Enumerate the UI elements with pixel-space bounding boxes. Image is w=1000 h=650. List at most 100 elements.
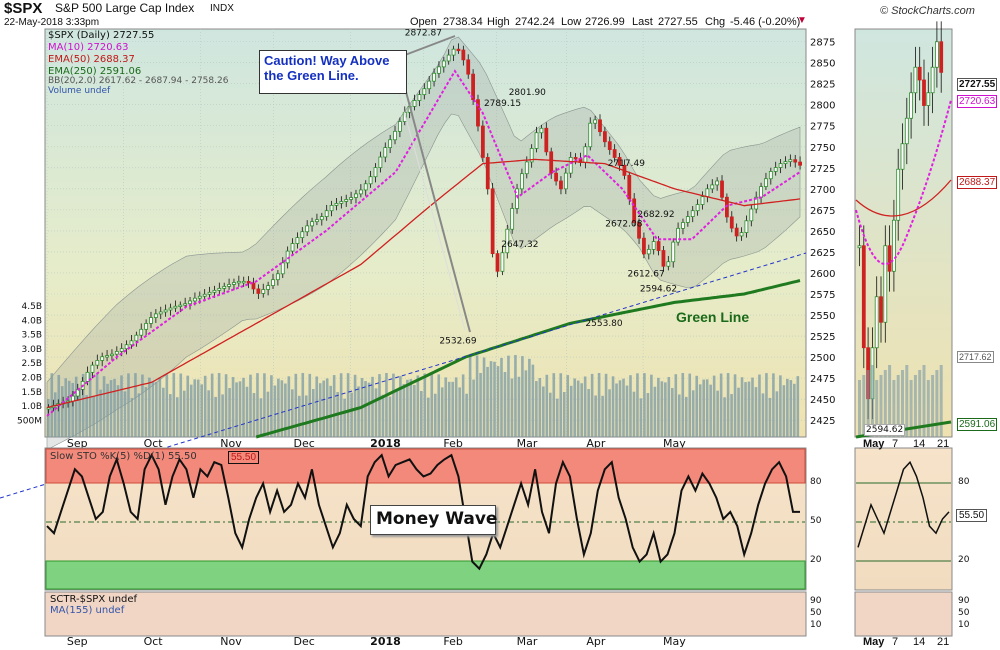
candle-body [139, 328, 144, 336]
side-candle-body [913, 66, 918, 94]
volume-bar [308, 373, 312, 437]
candle-body [456, 48, 461, 52]
volume-bar [217, 373, 221, 437]
y-tick-label: 2575 [810, 290, 835, 301]
candle-body [607, 141, 612, 150]
volume-bar [426, 397, 430, 437]
volume-bar [451, 381, 454, 437]
price-axis: 2425 2450 2475 2500 2525 2550 2575 2600 2625 2650… [810, 38, 835, 428]
candle-body [705, 188, 710, 198]
volume-bar [263, 373, 266, 437]
x-tick-label: Mar [517, 437, 538, 450]
caution-line-2: the Green Line. [264, 68, 359, 83]
y-tick-label: 2500 [810, 353, 835, 364]
volume-tick-label: 1.0B [22, 402, 43, 412]
candle-body [759, 186, 763, 198]
price-label: 2872.87 [405, 28, 442, 38]
candle-body [588, 122, 593, 148]
candle-body [193, 297, 197, 302]
volume-bar [779, 375, 782, 437]
volume-bar [322, 380, 326, 437]
y-tick-label: 2825 [810, 80, 835, 91]
volume-bar [179, 373, 183, 437]
volume-bar [587, 389, 590, 437]
volume-bar [440, 387, 444, 437]
volume-bar [437, 374, 441, 437]
volume-bar [406, 379, 409, 437]
side-candle-body [904, 117, 909, 145]
volume-bar [458, 387, 461, 437]
candle-body [598, 119, 602, 133]
side-volume-bar [883, 370, 887, 437]
sctr-axis-90: 90 [810, 596, 822, 606]
side-sctr-axis-50: 50 [958, 608, 970, 618]
side-candle-body [879, 296, 883, 323]
x-tick-label: Feb [443, 437, 462, 450]
volume-bars [47, 355, 800, 437]
candle-body [749, 208, 754, 222]
candle-body [110, 353, 114, 357]
candle-body [690, 210, 695, 217]
volume-bar [420, 391, 423, 437]
volume-bar [151, 381, 155, 437]
side-volume-bar [905, 365, 909, 437]
candle-body [510, 208, 515, 230]
candle-body [105, 355, 109, 358]
volume-bar [409, 379, 413, 437]
volume-bar [423, 373, 427, 437]
volume-bar [712, 375, 716, 437]
volume-bar [657, 377, 660, 437]
side-volume-bar [896, 375, 900, 437]
x-tick-label-bottom: Feb [443, 635, 462, 648]
volume-bar [53, 392, 57, 437]
volume-bar [134, 373, 137, 437]
candle-body [451, 48, 456, 56]
x-tick-label-bottom: Dec [293, 635, 314, 648]
volume-bar [224, 374, 228, 437]
side-volume-bar [858, 380, 861, 437]
volume-bar [430, 373, 434, 437]
ema50-line [46, 158, 801, 409]
sctr-panel [44, 591, 807, 637]
volume-bar [786, 378, 789, 437]
candle-body [768, 171, 773, 180]
x-tick-label-bottom: Nov [220, 635, 242, 648]
volume-bar [238, 381, 242, 437]
side-sctr-axis-90: 90 [958, 596, 970, 606]
candle-body [568, 157, 573, 174]
grid-horizontal [45, 41, 806, 421]
chg-value: -5.46 (-0.20%) [730, 16, 801, 28]
volume-bar [106, 383, 109, 437]
side-x-7: 7 [892, 438, 899, 450]
candle-body [480, 125, 485, 158]
candle-body [783, 161, 788, 164]
candle-body [744, 220, 749, 233]
x-tick-label-bottom: Oct [144, 635, 164, 648]
volume-bar [416, 375, 420, 437]
side-x-21: 21 [937, 438, 950, 450]
volume-bar [524, 370, 528, 437]
candle-body [100, 356, 105, 361]
volume-bar [719, 373, 723, 437]
volume-bar [141, 374, 144, 437]
y-tick-label: 2700 [810, 185, 835, 196]
volume-bar [733, 374, 737, 437]
volume-bar [472, 379, 475, 437]
side-candle-body [909, 92, 913, 119]
volume-bar [92, 396, 95, 437]
volume-bar [298, 395, 301, 437]
x-tick-label-bottom: May [663, 635, 686, 648]
side-candle-body [874, 296, 879, 349]
volume-tick-label: 2.0B [22, 374, 43, 384]
candle-body [124, 344, 129, 350]
candle-body [515, 188, 519, 209]
volume-bar [123, 391, 127, 437]
candle-body [798, 161, 803, 166]
candle-body [734, 227, 739, 237]
side-badge-ema50: 2688.37 [957, 176, 998, 189]
volume-bar [646, 393, 650, 437]
volume-bar [388, 396, 392, 437]
x-tick-label: 2018 [370, 437, 401, 450]
candle-body [637, 222, 641, 239]
side-volume-bar [918, 370, 922, 437]
